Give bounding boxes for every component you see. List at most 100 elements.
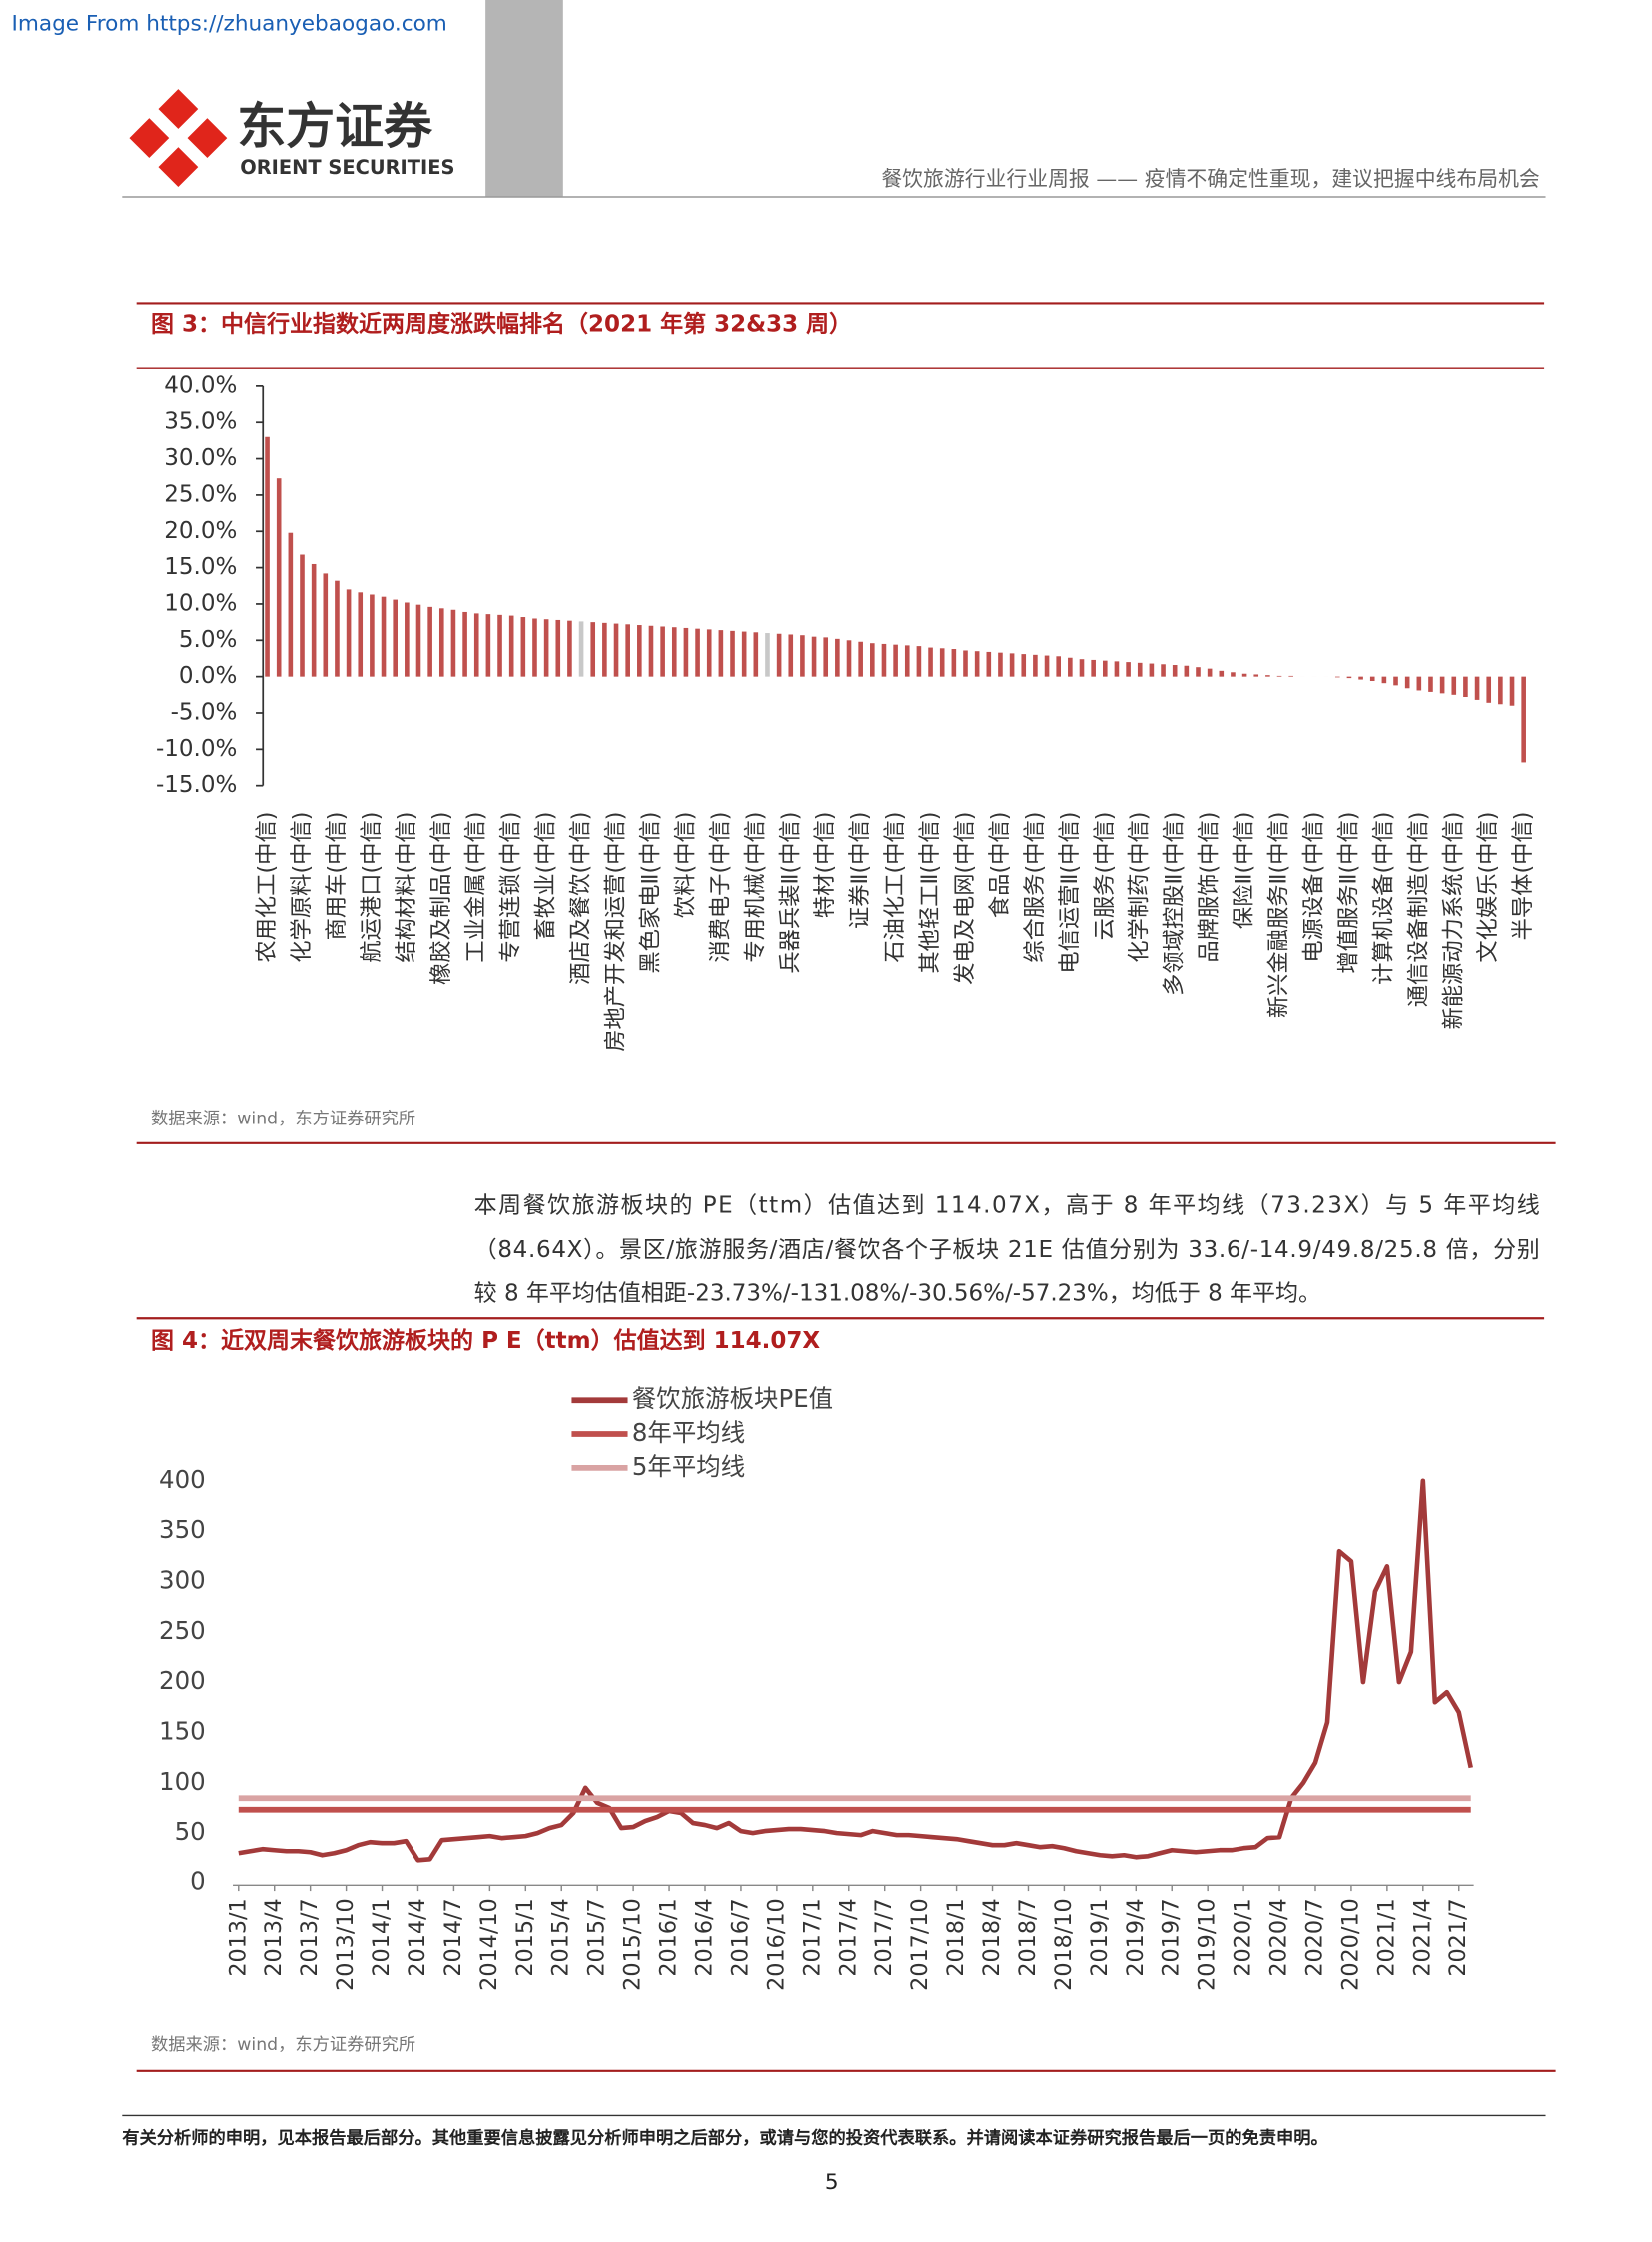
x-tick-label: 农用化工(中信) bbox=[254, 812, 280, 963]
x-tick-label: 2019/4 bbox=[1123, 1898, 1149, 1976]
bar bbox=[1068, 657, 1073, 677]
bar bbox=[300, 554, 305, 677]
x-tick-label: 2014/4 bbox=[405, 1898, 430, 1976]
x-tick-label: 2021/4 bbox=[1409, 1898, 1435, 1976]
bar bbox=[939, 648, 945, 677]
bar bbox=[1253, 674, 1259, 677]
y-tick-label: 100 bbox=[159, 1767, 206, 1796]
bar bbox=[870, 643, 875, 677]
bar bbox=[613, 623, 619, 677]
y-tick-label: 200 bbox=[159, 1666, 206, 1695]
bar bbox=[683, 627, 689, 677]
x-tick-label: 专营连锁(中信) bbox=[498, 812, 524, 963]
bar bbox=[462, 611, 467, 677]
y-tick-label: 25.0% bbox=[164, 481, 237, 507]
y-tick-label: 300 bbox=[159, 1565, 206, 1594]
y-tick-label: 250 bbox=[159, 1616, 206, 1645]
bar bbox=[1102, 660, 1108, 677]
bar bbox=[800, 635, 805, 677]
bar bbox=[671, 627, 677, 677]
bar bbox=[788, 634, 794, 677]
x-tick-label: 2018/4 bbox=[979, 1898, 1005, 1976]
bar bbox=[1498, 676, 1503, 705]
bar bbox=[1346, 676, 1352, 679]
bar bbox=[543, 619, 549, 677]
bar bbox=[381, 596, 387, 677]
bar bbox=[1509, 676, 1515, 706]
bar bbox=[835, 638, 840, 677]
x-tick-label: 特材(中信) bbox=[812, 812, 838, 919]
bar bbox=[358, 592, 364, 677]
bar bbox=[1137, 662, 1143, 677]
bar bbox=[1416, 676, 1422, 691]
x-tick-label: 电源设备(中信) bbox=[1300, 812, 1326, 963]
bar bbox=[1486, 676, 1492, 703]
logo-name: 东方证券 bbox=[237, 98, 433, 155]
logo-name-en: ORIENT SECURITIES bbox=[240, 156, 454, 179]
bar bbox=[415, 604, 421, 677]
y-tick-label: 30.0% bbox=[164, 445, 237, 471]
x-tick-label: 食品(中信) bbox=[987, 812, 1013, 919]
x-tick-label: 半导体(中信) bbox=[1510, 812, 1536, 941]
bar bbox=[904, 645, 910, 677]
y-tick-label: -10.0% bbox=[156, 736, 237, 762]
bar bbox=[1091, 659, 1096, 677]
x-tick-label: 2017/7 bbox=[871, 1898, 897, 1976]
x-tick-label: 2013/7 bbox=[297, 1898, 323, 1976]
bar bbox=[370, 594, 375, 677]
bar bbox=[1404, 676, 1410, 689]
y-tick-label: 40.0% bbox=[164, 373, 237, 398]
bar bbox=[1231, 672, 1236, 677]
bar bbox=[1114, 661, 1120, 677]
bar bbox=[276, 478, 282, 677]
bar bbox=[590, 622, 596, 677]
x-tick-label: 2016/7 bbox=[727, 1898, 753, 1976]
bar bbox=[1288, 675, 1293, 677]
paragraph-line: 本周餐饮旅游板块的 PE（ttm）估值达到 114.07X，高于 8 年平均线（… bbox=[474, 1193, 1540, 1219]
y-tick-label: -5.0% bbox=[171, 699, 238, 725]
y-tick-label: 20.0% bbox=[164, 518, 237, 544]
bar bbox=[1439, 676, 1445, 694]
bar bbox=[335, 580, 340, 677]
y-tick-label: 150 bbox=[159, 1716, 206, 1745]
bar bbox=[1033, 654, 1038, 677]
bar bbox=[637, 625, 642, 677]
y-tick-label: 5.0% bbox=[179, 627, 237, 653]
bar bbox=[1265, 675, 1270, 677]
bar bbox=[846, 640, 852, 677]
paragraph-line: （84.64X）。景区/旅游服务/酒店/餐饮各个子板块 21E 估值分别为 33… bbox=[474, 1237, 1540, 1263]
bar bbox=[405, 602, 410, 677]
bar bbox=[660, 626, 665, 677]
bar bbox=[741, 631, 747, 677]
bar bbox=[1276, 675, 1282, 677]
x-tick-label: 电信运营Ⅱ(中信) bbox=[1057, 812, 1083, 974]
x-tick-label: 2019/10 bbox=[1195, 1898, 1221, 1991]
bar bbox=[881, 643, 887, 677]
bar bbox=[1161, 664, 1166, 677]
x-tick-label: 其他轻工Ⅱ(中信) bbox=[917, 812, 943, 974]
y-tick-label: 15.0% bbox=[164, 554, 237, 580]
bar bbox=[1044, 655, 1050, 677]
bar bbox=[916, 646, 922, 677]
watermark: Image From https://zhuanyebaogao.com bbox=[12, 11, 447, 36]
x-tick-label: 2021/7 bbox=[1445, 1898, 1471, 1976]
x-tick-label: 2016/1 bbox=[656, 1898, 682, 1976]
bar bbox=[1451, 676, 1457, 695]
x-tick-label: 2020/7 bbox=[1301, 1898, 1327, 1976]
x-tick-label: 饮料(中信) bbox=[672, 812, 698, 919]
x-tick-label: 云服务(中信) bbox=[1092, 812, 1118, 941]
bar bbox=[1521, 676, 1526, 763]
x-tick-label: 消费电子(中信) bbox=[707, 812, 733, 963]
bar bbox=[753, 632, 759, 677]
y-tick-label: 0.0% bbox=[179, 663, 237, 689]
x-tick-label: 2018/7 bbox=[1015, 1898, 1041, 1976]
x-tick-label: 2018/1 bbox=[943, 1898, 969, 1976]
x-tick-label: 证券Ⅱ(中信) bbox=[847, 812, 873, 929]
x-tick-label: 2020/4 bbox=[1266, 1898, 1292, 1976]
x-tick-label: 增值服务Ⅱ(中信) bbox=[1335, 812, 1361, 974]
bar bbox=[1126, 662, 1131, 677]
bar bbox=[1079, 659, 1085, 677]
y-tick-label: 350 bbox=[159, 1515, 206, 1544]
bar bbox=[776, 633, 782, 677]
